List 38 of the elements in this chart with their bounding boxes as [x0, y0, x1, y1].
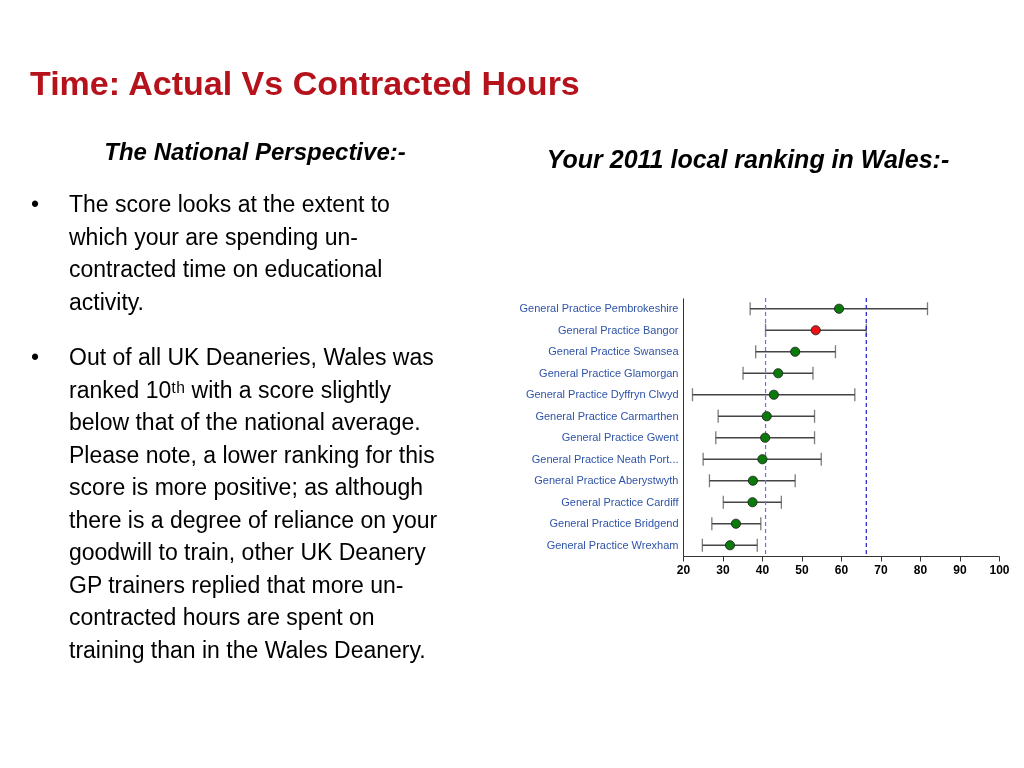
- y-tick-label: General Practice Bangor: [558, 323, 679, 336]
- point: [790, 346, 801, 357]
- x-tick-label: 60: [834, 562, 849, 577]
- y-tick-label: General Practice Cardiff: [561, 495, 680, 508]
- y-tick-label: General Practice Carmarthen: [535, 409, 679, 422]
- point: [757, 454, 768, 465]
- chart-subtitle: Your 2011 local ranking in Wales:-: [546, 145, 950, 173]
- text: • Out of all UK Deaneries, Wales was ranked 10ᵗʰ with a score slightly below that of the national average. Please note, a lower ranking for this score is more positive; as although there is a degree of reliance on your goodwill to train, other UK Deanery GP trainers replied that more un-contracted hours are spent on training than in the Wales Deanery.: [31, 344, 438, 663]
- y-tick-label: General Practice Pembrokeshire: [519, 302, 679, 315]
- y-tick-label: General Practice Dyffryn Clwyd: [525, 388, 679, 401]
- y-tick-label: General Practice Glamorgan: [539, 366, 679, 379]
- y-tick-label: General Practice Bridgend: [549, 517, 679, 530]
- text: The National Perspective:-: [104, 138, 406, 165]
- x-tick-label: 80: [913, 562, 928, 577]
- point: [747, 475, 758, 486]
- point: [773, 368, 784, 379]
- y-tick-label: General Practice Wrexham: [546, 538, 679, 551]
- point: [768, 389, 779, 400]
- x-tick-label: 30: [716, 562, 730, 577]
- point: [810, 325, 821, 336]
- y-tick-label: General Practice Swansea: [548, 345, 680, 358]
- x-tick-label: 20: [676, 562, 691, 577]
- point: [725, 540, 736, 551]
- x-tick-label: 40: [755, 562, 770, 577]
- y-tick-label: General Practice Aberystwyth: [534, 474, 679, 487]
- x-tick-label: 100: [989, 562, 1010, 577]
- x-tick-label: 90: [953, 562, 967, 577]
- y-tick-label: General Practice Neath Port...: [531, 452, 679, 465]
- point: [730, 518, 741, 529]
- point: [761, 411, 772, 422]
- point: [747, 497, 758, 508]
- x-tick-label: 70: [874, 562, 888, 577]
- point: [834, 303, 845, 314]
- y-tick-label: General Practice Gwent: [561, 431, 679, 444]
- text: Time: Actual Vs Contracted Hours: [30, 64, 580, 102]
- text: • The score looks at the extent to which your are spending un-contracted time on educational activity.: [31, 191, 390, 315]
- point: [760, 432, 771, 443]
- x-tick-label: 50: [795, 562, 809, 577]
